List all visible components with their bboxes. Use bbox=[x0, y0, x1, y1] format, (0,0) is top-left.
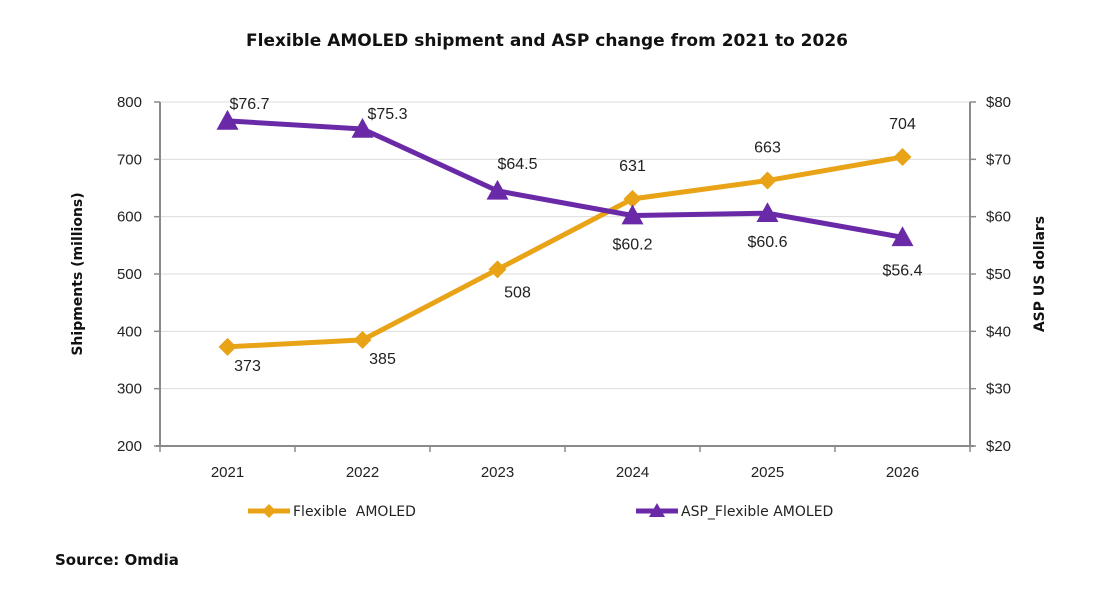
data-label: $60.2 bbox=[612, 237, 652, 254]
right-axis-ticks: $20 $30 $40 $50 $60 $70 $80 bbox=[986, 94, 1011, 455]
data-label: $64.5 bbox=[497, 156, 537, 173]
x-tick-label: 2023 bbox=[481, 464, 514, 481]
x-tick-label: 2026 bbox=[886, 464, 919, 481]
data-label: $75.3 bbox=[367, 106, 407, 123]
x-tick-label: 2021 bbox=[211, 464, 244, 481]
data-label: 631 bbox=[619, 158, 646, 175]
right-tick-label: $20 bbox=[986, 438, 1011, 455]
left-tick-label: 300 bbox=[117, 381, 142, 398]
series-line bbox=[227, 154, 903, 350]
data-point-diamond bbox=[488, 260, 507, 279]
right-tick-label: $80 bbox=[986, 94, 1011, 111]
right-tick-label: $40 bbox=[986, 323, 1011, 340]
series-asp: $76.7 $75.3 $64.5 $60.2 $60.6 $56.4 bbox=[216, 96, 923, 279]
legend-item: ASP_Flexible AMOLED bbox=[636, 503, 833, 520]
right-tick-label: $50 bbox=[986, 266, 1011, 283]
data-label: 373 bbox=[234, 358, 261, 375]
data-point-diamond bbox=[218, 337, 237, 356]
data-label: $56.4 bbox=[882, 262, 922, 279]
left-tick-label: 700 bbox=[117, 151, 142, 168]
gridlines bbox=[160, 101, 970, 390]
legend-triangle-icon bbox=[649, 503, 665, 517]
legend-diamond-icon bbox=[262, 504, 276, 518]
right-tick-label: $60 bbox=[986, 209, 1011, 226]
left-axis-ticks: 200 300 400 500 600 700 800 bbox=[117, 94, 142, 455]
data-label: $60.6 bbox=[747, 234, 787, 251]
data-point-triangle bbox=[621, 204, 644, 225]
data-point-diamond bbox=[623, 189, 642, 208]
data-label: 704 bbox=[889, 116, 916, 133]
data-label: $76.7 bbox=[229, 96, 269, 113]
data-point-triangle bbox=[486, 179, 509, 200]
x-axis-ticks: 2021 2022 2023 2024 2025 2026 bbox=[211, 464, 919, 481]
data-point-triangle bbox=[351, 117, 374, 138]
x-tick-label: 2022 bbox=[346, 464, 379, 481]
left-tick-label: 600 bbox=[117, 209, 142, 226]
right-tick-label: $70 bbox=[986, 151, 1011, 168]
chart-title: Flexible AMOLED shipment and ASP change … bbox=[246, 31, 848, 51]
series-line bbox=[227, 118, 903, 240]
data-label: 508 bbox=[504, 284, 531, 301]
left-tick-label: 800 bbox=[117, 94, 142, 111]
left-tick-label: 400 bbox=[117, 323, 142, 340]
left-tick-label: 200 bbox=[117, 438, 142, 455]
data-point-diamond bbox=[758, 171, 777, 190]
data-label: 385 bbox=[369, 351, 396, 368]
data-point-triangle bbox=[891, 226, 914, 247]
legend-label: ASP_Flexible AMOLED bbox=[681, 504, 833, 520]
legend: Flexible AMOLED ASP_Flexible AMOLED bbox=[248, 503, 833, 520]
left-axis-title: Shipments (millions) bbox=[70, 192, 86, 355]
data-point-diamond bbox=[353, 330, 372, 349]
data-point-triangle bbox=[756, 202, 779, 223]
legend-label: Flexible AMOLED bbox=[293, 504, 416, 520]
series-layer: 373 385 508 631 663 704 $76.7 $75.3 $64.5 $60.2 $6… bbox=[216, 96, 923, 375]
x-tick-label: 2024 bbox=[616, 464, 649, 481]
data-point-diamond bbox=[893, 148, 912, 167]
right-tick-label: $30 bbox=[986, 381, 1011, 398]
x-tick-label: 2025 bbox=[751, 464, 784, 481]
left-tick-label: 500 bbox=[117, 266, 142, 283]
axes bbox=[154, 101, 976, 452]
source-note: Source: Omdia bbox=[55, 551, 179, 569]
series-shipments: 373 385 508 631 663 704 bbox=[218, 116, 916, 375]
data-point-triangle bbox=[216, 109, 239, 130]
legend-item: Flexible AMOLED bbox=[248, 504, 416, 520]
data-label: 663 bbox=[754, 140, 781, 157]
right-axis-title: ASP US dollars bbox=[1032, 216, 1048, 332]
